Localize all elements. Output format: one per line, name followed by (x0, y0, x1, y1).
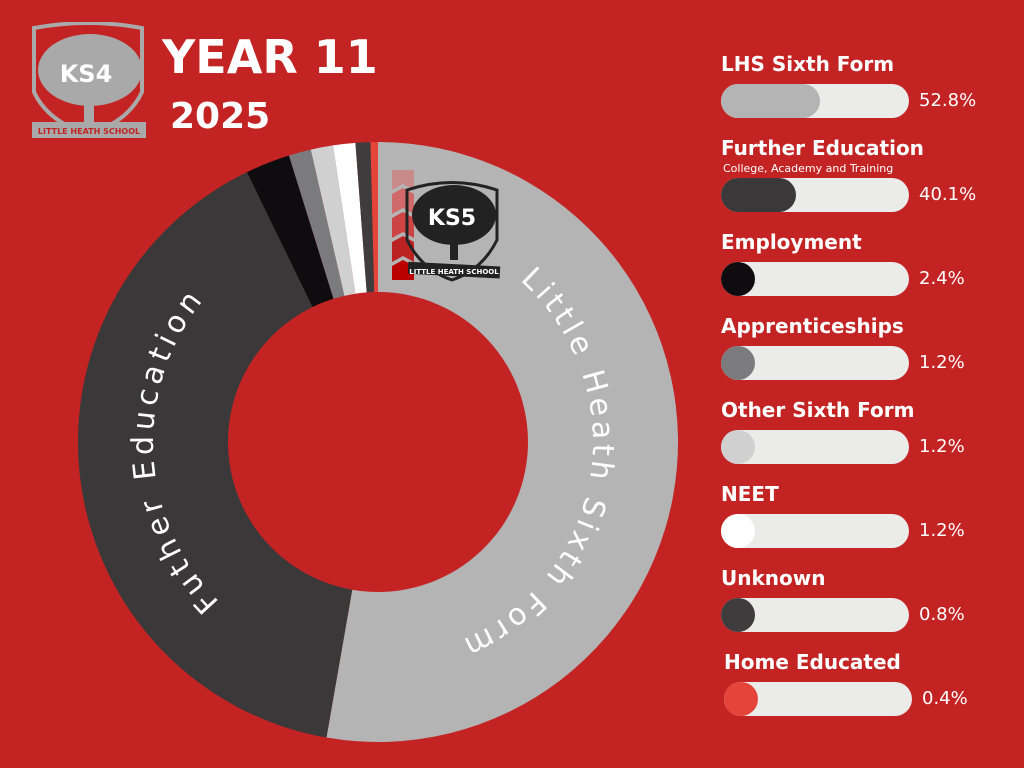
percentage-label: 1.2% (919, 436, 965, 457)
progress-bar (721, 514, 909, 548)
percentage-label: 0.4% (922, 688, 968, 709)
legend-label: Employment (721, 230, 862, 254)
legend-item: NEET 1.2% (721, 482, 1011, 548)
percentage-label: 1.2% (919, 520, 965, 541)
progress-fill (721, 84, 821, 118)
legend-item: Unknown 0.8% (721, 566, 1011, 632)
svg-text:KS5: KS5 (428, 206, 476, 231)
legend-label: Home Educated (724, 650, 901, 674)
legend-item: Home Educated 0.4% (724, 650, 1014, 716)
legend-item: Apprenticeships 1.2% (721, 314, 1011, 380)
legend-item: LHS Sixth Form 52.8% (721, 52, 1011, 118)
progress-fill (721, 598, 755, 632)
year-label: 2025 (170, 96, 271, 137)
legend-subtitle: College, Academy and Training (723, 162, 894, 175)
donut-slice-employment (246, 155, 334, 308)
ks4-logo: KS4 LITTLE HEATH SCHOOL (32, 22, 146, 138)
progress-fill (724, 682, 758, 716)
progress-bar (721, 598, 909, 632)
donut-slice-home-educated (370, 142, 378, 293)
legend-label: Other Sixth Form (721, 398, 915, 422)
legend-label: Apprenticeships (721, 314, 904, 338)
percentage-label: 52.8% (919, 90, 977, 111)
progress-bar (721, 84, 909, 118)
progress-bar (721, 262, 909, 296)
progress-bar (721, 346, 909, 380)
page-title: YEAR 11 (162, 30, 378, 84)
legend-label: NEET (721, 482, 779, 506)
legend-label: Unknown (721, 566, 826, 590)
donut-slice-further-education (78, 172, 353, 738)
donut-slice-neet (332, 142, 367, 294)
legend-label: LHS Sixth Form (721, 52, 895, 76)
donut-slice-unknown (355, 142, 375, 293)
legend-item: Employment 2.4% (721, 230, 1011, 296)
legend-item: Other Sixth Form 1.2% (721, 398, 1011, 464)
percentage-label: 40.1% (919, 184, 977, 205)
progress-fill (721, 178, 797, 212)
progress-bar (721, 430, 909, 464)
donut-slice-lhs-sixth-form (326, 142, 679, 742)
legend-label: Further Education (721, 136, 924, 160)
progress-bar (724, 682, 912, 716)
donut-slice-apprenticeships (288, 149, 345, 299)
svg-text:KS4: KS4 (60, 60, 113, 88)
progress-fill (721, 262, 755, 296)
ks5-logo: KS5 LITTLE HEATH SCHOOL (392, 170, 501, 282)
svg-text:LITTLE HEATH SCHOOL: LITTLE HEATH SCHOOL (409, 268, 499, 276)
percentage-label: 2.4% (919, 268, 965, 289)
percentage-label: 1.2% (919, 352, 965, 373)
svg-text:LITTLE HEATH SCHOOL: LITTLE HEATH SCHOOL (38, 127, 140, 136)
progress-bar (721, 178, 909, 212)
progress-fill (721, 430, 755, 464)
percentage-label: 0.8% (919, 604, 965, 625)
legend-item: Further Education College, Academy and Tr… (721, 136, 1011, 212)
progress-fill (721, 346, 755, 380)
progress-fill (721, 514, 755, 548)
donut-slice-other-sixth-form (310, 145, 356, 296)
